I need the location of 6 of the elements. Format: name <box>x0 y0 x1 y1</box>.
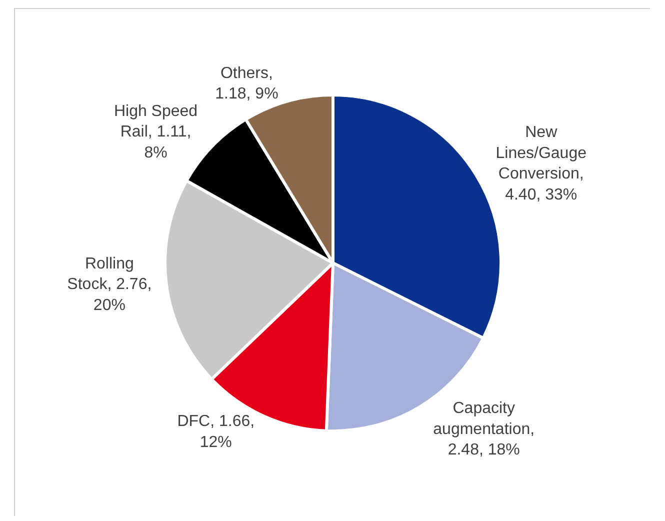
slice-label: Capacity augmentation, 2.48, 18% <box>433 400 535 459</box>
slice-label: New Lines/Gauge Conversion, 4.40, 33% <box>496 124 587 204</box>
slice-label: High Speed Rail, 1.11, 8% <box>114 102 198 162</box>
slice-label: Rolling Stock, 2.76, 20% <box>67 255 152 314</box>
slice-label: DFC, 1.66, 12% <box>177 413 255 451</box>
slice-label: Others, 1.18, 9% <box>215 64 278 103</box>
